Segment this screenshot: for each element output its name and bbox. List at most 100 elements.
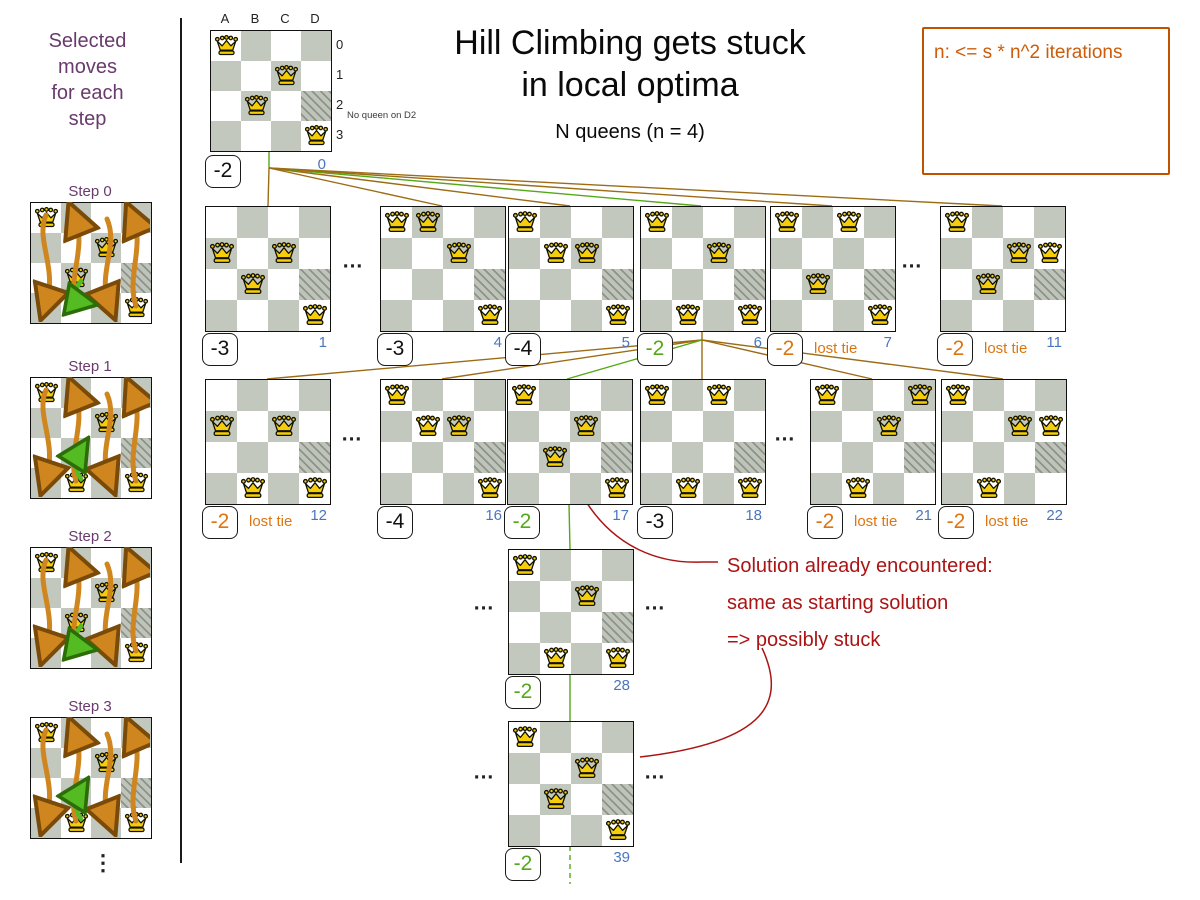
cell <box>672 380 703 411</box>
cell <box>973 411 1004 442</box>
ellipsis-dots: ... <box>473 591 495 615</box>
page-title-line2: in local optima <box>521 66 739 104</box>
move-arrows-0 <box>30 202 150 322</box>
queen-icon <box>477 303 502 325</box>
cell <box>602 753 633 784</box>
cell <box>571 784 602 815</box>
red-annotation-line: => possibly stuck <box>727 629 881 651</box>
cell <box>474 238 505 269</box>
cell <box>540 207 571 238</box>
cell <box>299 300 330 331</box>
queen-icon <box>446 241 471 263</box>
vertical-ellipsis: ⋮ <box>92 850 114 875</box>
tree-edge <box>268 167 1003 207</box>
queen-icon <box>384 210 409 232</box>
cell <box>412 269 443 300</box>
cell <box>972 269 1003 300</box>
queen-icon <box>302 476 327 498</box>
cell <box>942 380 973 411</box>
cell <box>973 442 1004 473</box>
queen-icon <box>543 787 568 809</box>
cell <box>237 238 268 269</box>
cell <box>509 581 540 612</box>
cell <box>641 269 672 300</box>
cell <box>268 207 299 238</box>
cell <box>734 300 765 331</box>
cell <box>540 722 571 753</box>
sidebar-heading-line: for each <box>51 82 124 104</box>
board-index-start: 0 <box>317 156 326 173</box>
cell <box>301 31 331 61</box>
cell <box>703 269 734 300</box>
cell <box>842 473 873 504</box>
score-badge-11: -2 <box>937 333 973 366</box>
cell <box>237 380 268 411</box>
board-11 <box>940 206 1066 332</box>
cell <box>571 269 602 300</box>
board-index-5: 5 <box>621 334 630 351</box>
queen-icon <box>737 303 762 325</box>
cell <box>237 300 268 331</box>
cell <box>734 207 765 238</box>
cell <box>509 238 540 269</box>
cell <box>540 269 571 300</box>
sidebar-heading-line: step <box>68 108 107 130</box>
cell <box>672 238 703 269</box>
board-index-1: 1 <box>318 334 327 351</box>
cell <box>412 473 443 504</box>
cell <box>299 442 330 473</box>
cell <box>206 300 237 331</box>
score-badge-5: -4 <box>505 333 541 366</box>
cell <box>1003 238 1034 269</box>
cell <box>942 473 973 504</box>
cell <box>1035 473 1066 504</box>
cell <box>268 269 299 300</box>
score-badge-7: -2 <box>767 333 803 366</box>
cell <box>904 442 935 473</box>
cell <box>904 380 935 411</box>
board-18 <box>640 379 766 505</box>
cell <box>571 207 602 238</box>
cell <box>873 442 904 473</box>
queen-icon <box>605 818 630 840</box>
sidebar-heading-line: Selected <box>48 30 127 52</box>
tree-edge <box>266 339 703 380</box>
cell <box>539 473 570 504</box>
cell <box>508 411 539 442</box>
queen-icon <box>605 303 630 325</box>
cell <box>1004 380 1035 411</box>
cell <box>474 269 505 300</box>
note-box: n: <= s * n^2 iterations <box>922 27 1170 175</box>
cell <box>299 473 330 504</box>
lost-tie-label-21: lost tie <box>854 513 898 530</box>
tree-edge <box>268 167 443 207</box>
cell <box>571 612 602 643</box>
ellipsis-dots: ... <box>341 422 363 446</box>
cell <box>206 411 237 442</box>
cell <box>412 380 443 411</box>
cell <box>509 753 540 784</box>
step-label-0: Step 0 <box>68 183 112 200</box>
cell <box>474 380 505 411</box>
queen-icon <box>814 383 839 405</box>
cell <box>241 61 271 91</box>
col-label-A: A <box>220 11 230 26</box>
score-badge-12: -2 <box>202 506 238 539</box>
cell <box>474 473 505 504</box>
cell <box>802 207 833 238</box>
cell <box>833 207 864 238</box>
cell <box>734 442 765 473</box>
queen-icon <box>415 210 440 232</box>
row-label-3: 3 <box>336 127 344 142</box>
move-arrows-3 <box>30 717 150 837</box>
queen-icon <box>542 445 567 467</box>
cell <box>539 380 570 411</box>
cell <box>1035 380 1066 411</box>
cell <box>672 269 703 300</box>
queen-icon <box>209 414 234 436</box>
queen-icon <box>944 210 969 232</box>
tree-edge <box>268 167 571 207</box>
cell <box>443 411 474 442</box>
board-16 <box>380 379 506 505</box>
cell <box>211 121 241 151</box>
